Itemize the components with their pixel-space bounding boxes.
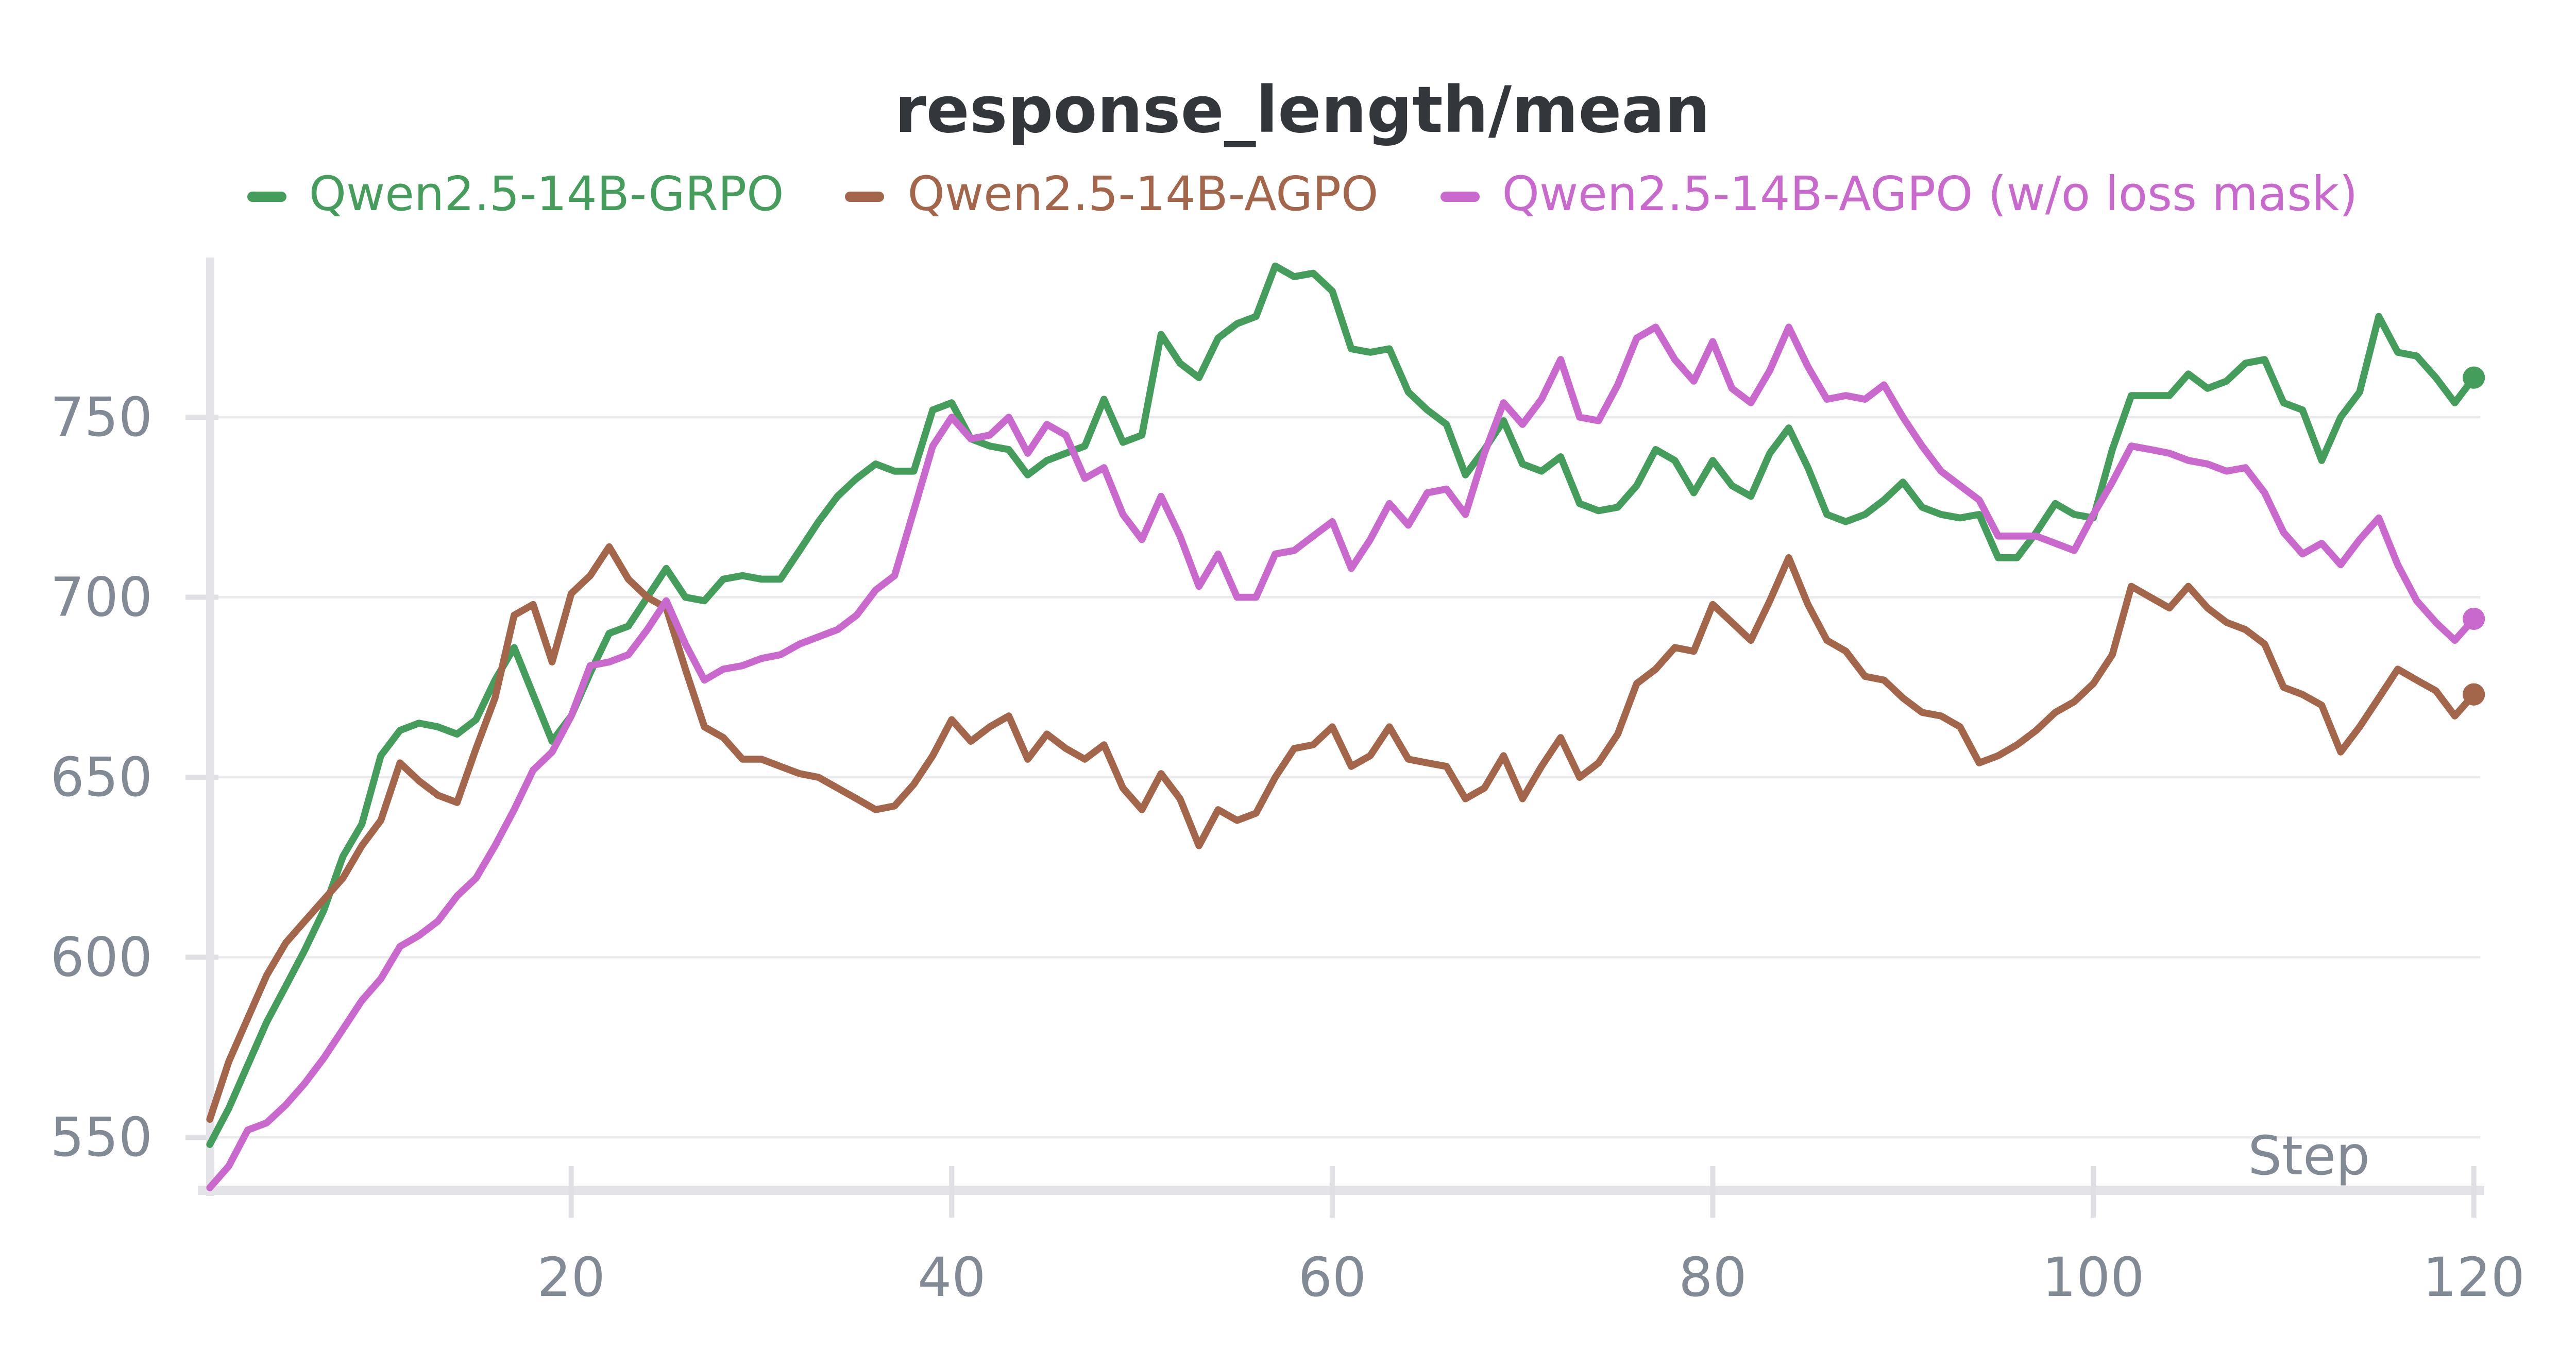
y-axis-label-600: 600	[50, 926, 152, 989]
x-axis-label-120: 120	[2422, 1246, 2525, 1309]
legend-swatch-green	[247, 191, 286, 202]
x-axis-label-100: 100	[2042, 1246, 2145, 1309]
y-axis-line	[206, 258, 214, 1196]
legend-label: Qwen2.5-14B-AGPO (w/o loss mask)	[1502, 169, 2358, 223]
y-axis-label-650: 650	[50, 746, 152, 809]
legend-swatch-magenta	[1440, 191, 1480, 202]
series-endpoint-green	[2463, 366, 2485, 389]
series-line-magenta	[206, 323, 2478, 1191]
legend-item-magenta[interactable]: Qwen2.5-14B-AGPO (w/o loss mask)	[1440, 169, 2358, 223]
x-axis-title: Step	[2248, 1124, 2370, 1187]
x-axis-label-60: 60	[1298, 1246, 1366, 1309]
y-axis-label-700: 700	[50, 566, 152, 629]
x-axis-label-80: 80	[1679, 1246, 1747, 1309]
x-axis-label-40: 40	[918, 1246, 986, 1309]
legend-item-brown[interactable]: Qwen2.5-14B-AGPO	[845, 169, 1379, 223]
legend-item-green[interactable]: Qwen2.5-14B-GRPO	[247, 169, 784, 223]
series-line-brown	[206, 543, 2478, 1123]
x-axis-line	[198, 1186, 2484, 1195]
x-axis-label-20: 20	[537, 1246, 605, 1309]
series-endpoint-magenta	[2463, 607, 2485, 630]
y-axis-label-550: 550	[50, 1106, 152, 1169]
legend-label: Qwen2.5-14B-GRPO	[309, 169, 784, 223]
legend: Qwen2.5-14B-GRPO Qwen2.5-14B-AGPO Qwen2.5-…	[0, 169, 2576, 223]
series-line-green	[206, 262, 2478, 1148]
chart-title: response_length/mean	[894, 74, 1710, 148]
series-endpoint-brown	[2463, 683, 2485, 706]
legend-label: Qwen2.5-14B-AGPO	[907, 169, 1379, 223]
y-axis-label-750: 750	[50, 386, 152, 449]
legend-swatch-brown	[845, 191, 885, 202]
